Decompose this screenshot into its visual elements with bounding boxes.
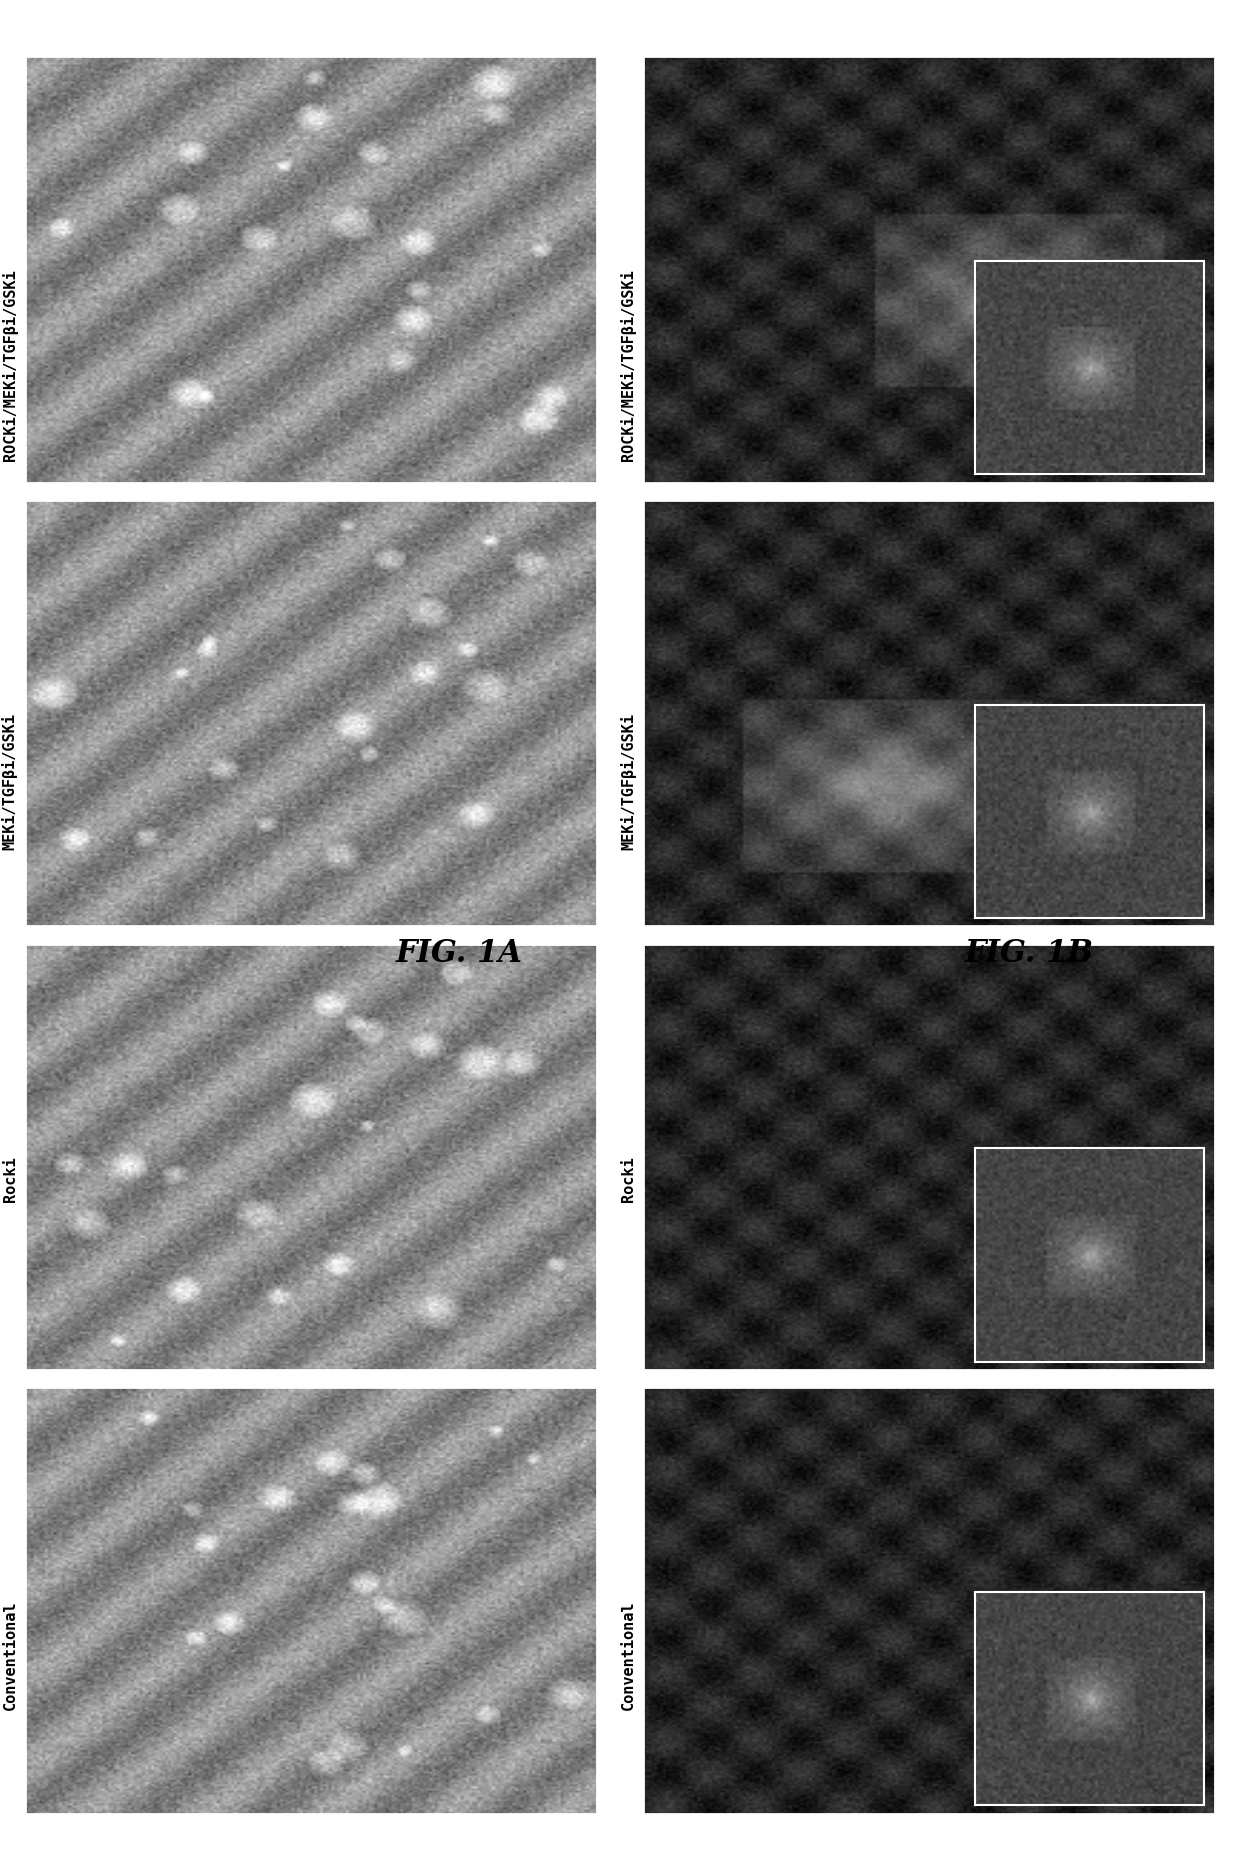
Text: FIG. 1B: FIG. 1B: [965, 939, 1094, 969]
Y-axis label: MEKi/TGFβi/GSKi: MEKi/TGFβi/GSKi: [620, 712, 636, 851]
Y-axis label: Conventional: Conventional: [2, 1601, 17, 1709]
Y-axis label: ROCKi/MEKi/TGFβi/GSKi: ROCKi/MEKi/TGFβi/GSKi: [1, 269, 17, 462]
Y-axis label: ROCKi/MEKi/TGFβi/GSKi: ROCKi/MEKi/TGFβi/GSKi: [620, 269, 636, 462]
Y-axis label: Rocki: Rocki: [2, 1158, 17, 1202]
Text: FIG. 1A: FIG. 1A: [396, 939, 522, 969]
Y-axis label: Rocki: Rocki: [621, 1158, 636, 1202]
Y-axis label: MEKi/TGFβi/GSKi: MEKi/TGFβi/GSKi: [1, 712, 17, 851]
Y-axis label: Conventional: Conventional: [621, 1601, 636, 1709]
